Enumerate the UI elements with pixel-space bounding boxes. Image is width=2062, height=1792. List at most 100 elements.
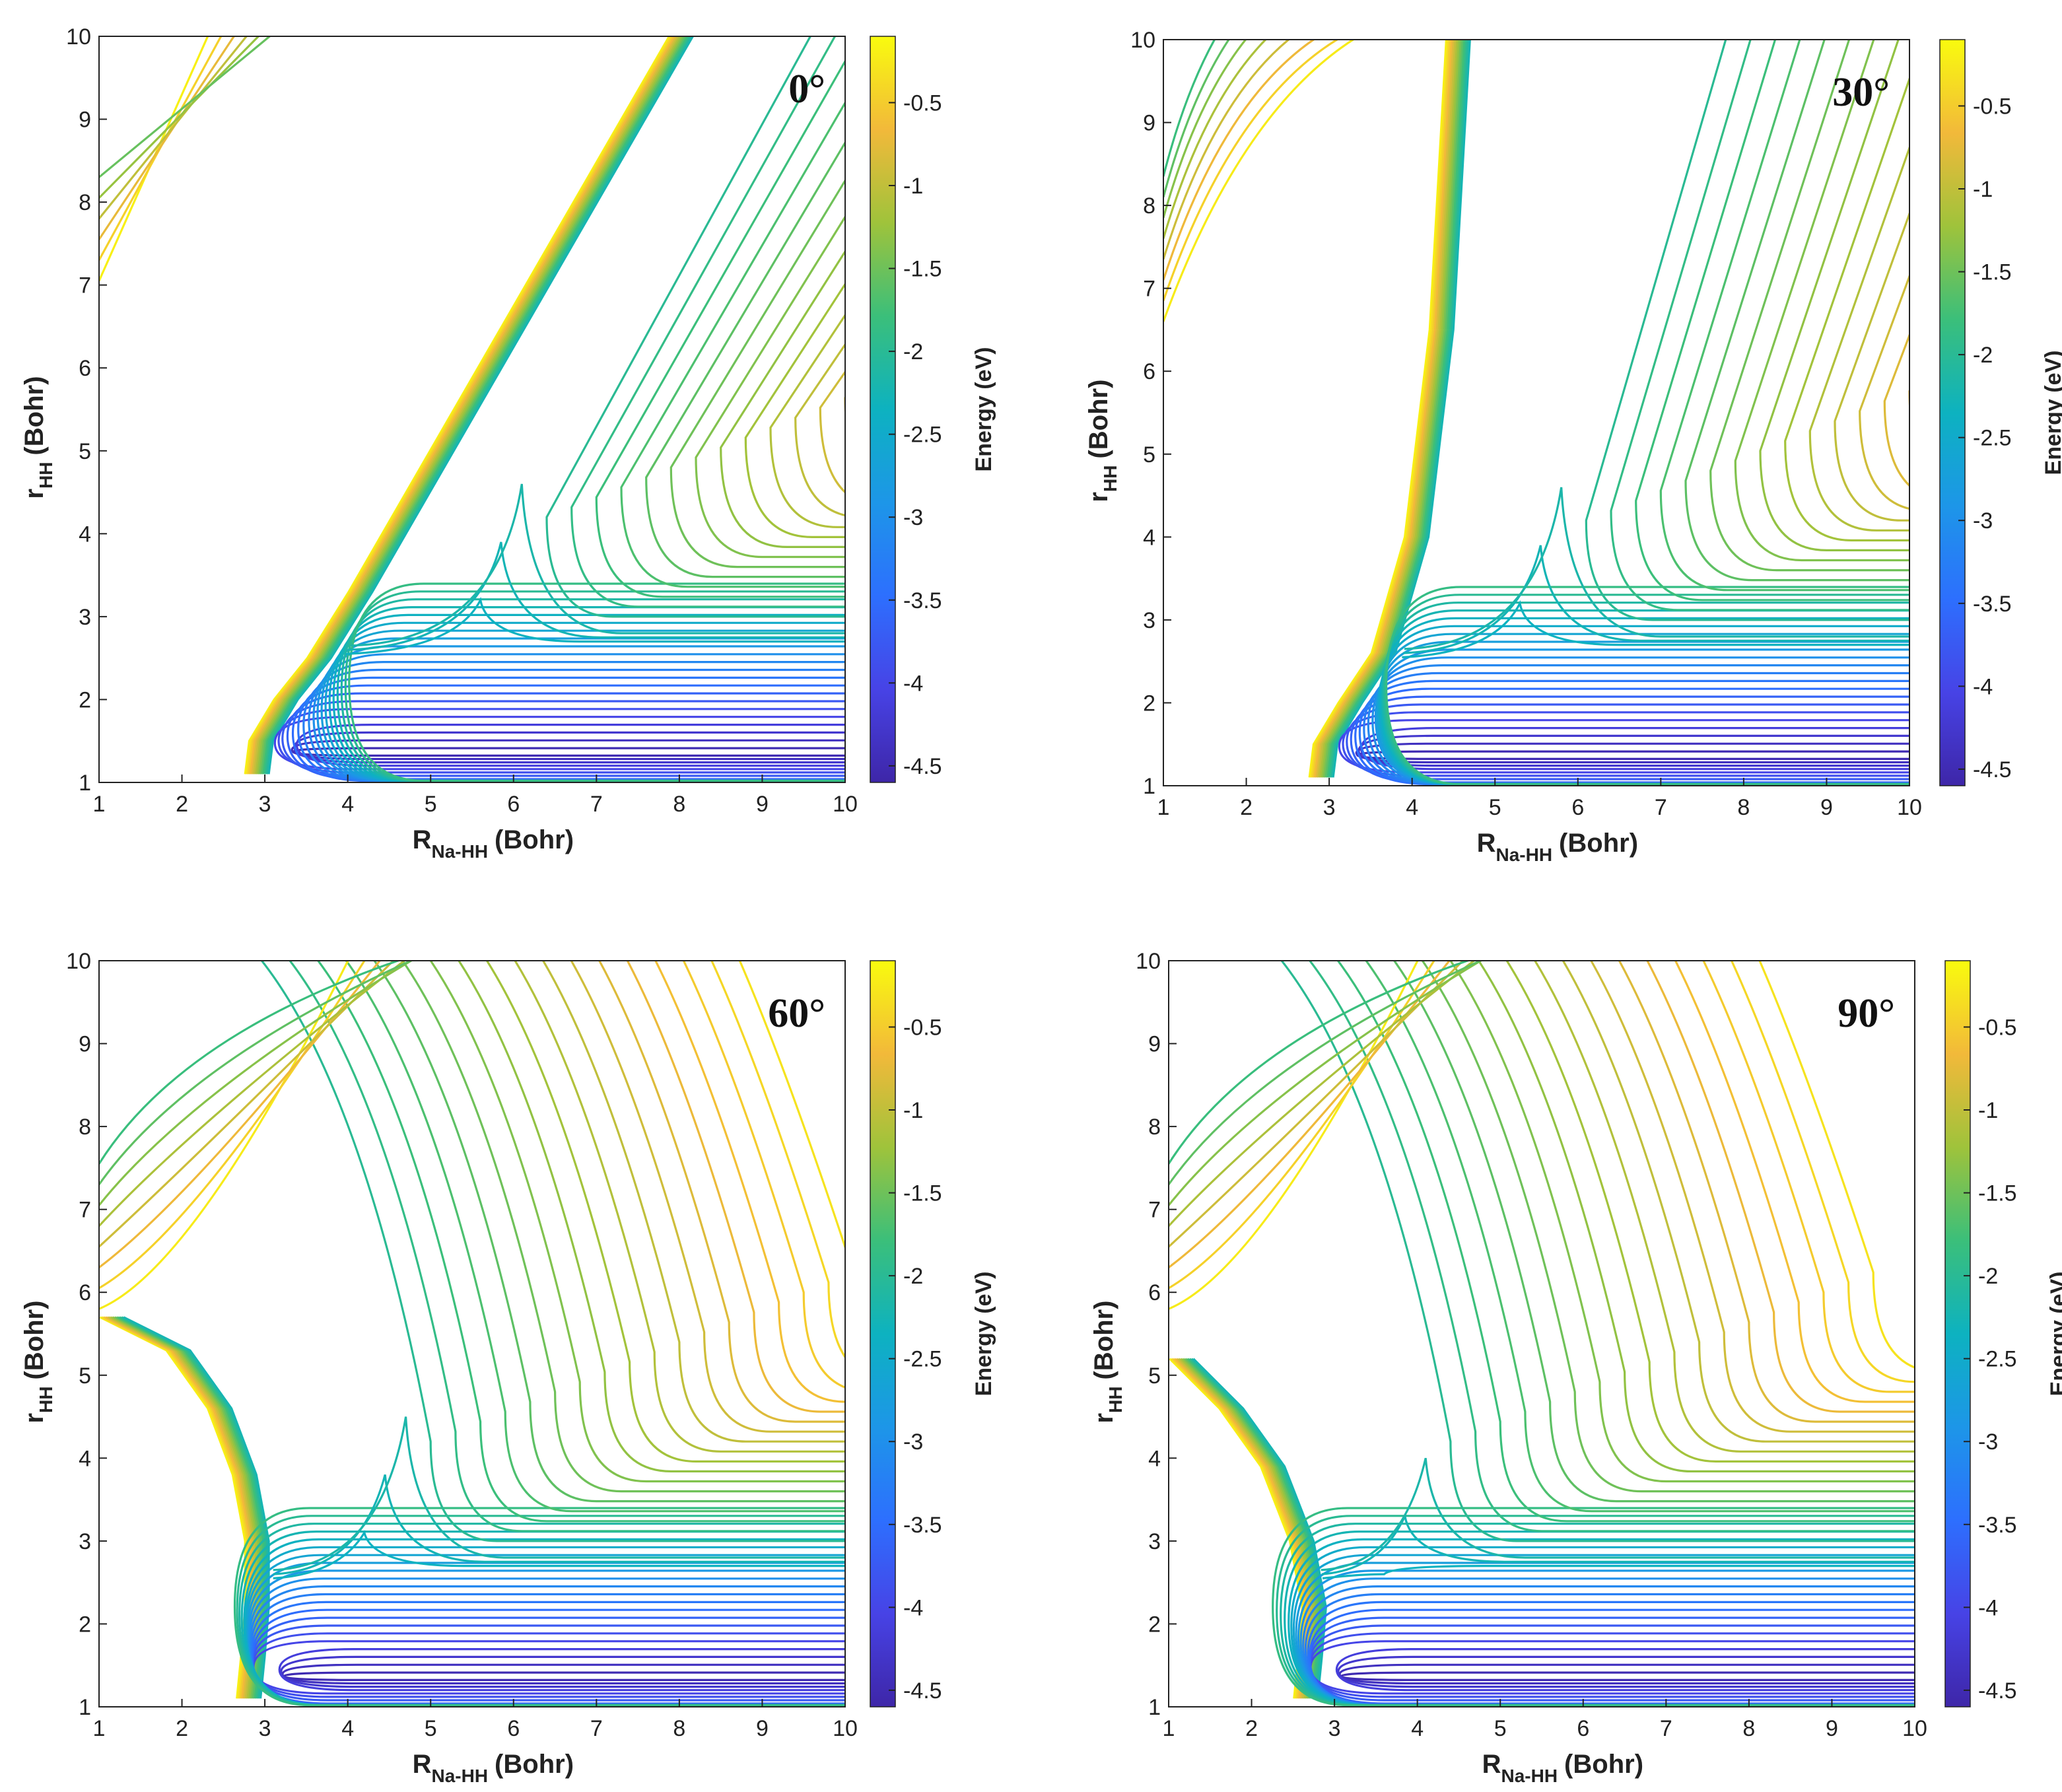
colorbar-tick-label: -0.5 (903, 90, 942, 116)
y-axis-title: rHH (Bohr) (20, 1301, 56, 1424)
x-axis-title-unit: (Bohr) (495, 825, 574, 854)
contour-line (620, 100, 845, 588)
x-axis-title-sub: Na-HH (431, 1766, 488, 1786)
y-axis-title-sub: HH (1100, 465, 1120, 492)
contour-line (862, 3, 1177, 477)
contour-line (1321, 40, 1461, 778)
x-tick-label: 5 (425, 792, 437, 817)
contour-line (1684, 40, 1909, 582)
colorbar-tick-label: -1.5 (1978, 1181, 2017, 1206)
contour-line (257, 36, 683, 775)
contour-line (1730, 961, 1915, 1383)
contour-line (769, 313, 845, 528)
contour-line (1758, 961, 1915, 1369)
contour-line (1385, 586, 1909, 786)
contour-line (348, 541, 845, 651)
x-tick-label: 2 (176, 792, 188, 817)
x-tick-label: 6 (507, 792, 520, 817)
colorbar-tick-label: -1 (1973, 177, 1993, 202)
colorbar-tick-label: -3.5 (1978, 1513, 2017, 1538)
contour-line (121, 1316, 268, 1699)
x-tick-label: 9 (756, 792, 769, 817)
x-tick-label: 9 (1820, 795, 1833, 820)
colorbar-tick-label: -3.5 (903, 1513, 942, 1538)
y-tick-label: 4 (1148, 1446, 1161, 1471)
y-tick-label: 3 (79, 1529, 91, 1554)
contour-line (258, 36, 685, 775)
contour-line (332, 613, 845, 782)
contour-line (246, 36, 673, 775)
y-tick-label: 8 (1148, 1115, 1161, 1140)
y-tick-label: 4 (79, 522, 91, 547)
x-axis-title-main: R (413, 1750, 432, 1779)
contour-line (670, 178, 845, 569)
colorbar-tick-label: -2.5 (1978, 1347, 2017, 1372)
contour-line (1449, 961, 1915, 1483)
y-tick-label: 9 (79, 108, 91, 133)
contour-line (738, 961, 845, 1251)
x-tick-label: 7 (590, 792, 603, 817)
colorbar-tick-label: -4.5 (903, 754, 942, 779)
plot-frame (98, 36, 846, 783)
colorbar-tick-label: -0.5 (903, 1015, 942, 1040)
contour-line (1363, 672, 1909, 786)
x-tick-label: 10 (833, 1716, 858, 1741)
y-tick-label: 10 (66, 949, 91, 974)
x-tick-label: 6 (1571, 795, 1584, 820)
y-tick-label: 10 (1130, 28, 1155, 53)
contour-line (1533, 961, 1915, 1453)
contour-line (401, 961, 845, 1493)
y-tick-label: 9 (1148, 1032, 1161, 1057)
y-axis-title: rHH (Bohr) (1089, 1301, 1126, 1424)
contour-line (429, 961, 845, 1483)
plot-area (99, 961, 845, 1707)
contour-line (1505, 961, 1915, 1463)
contour-line (1163, 40, 1216, 177)
contour-line (626, 961, 845, 1413)
contour-line (278, 1648, 845, 1692)
y-axis-title-main: r (1089, 1413, 1118, 1424)
contour-line (1192, 1358, 1327, 1699)
contour-line (1308, 40, 1447, 778)
contour-line (1337, 1655, 1915, 1688)
contour-line (1908, 388, 1909, 415)
x-tick-label: 3 (1323, 795, 1336, 820)
contour-line (1317, 40, 1457, 778)
y-axis-title: rHH (Bohr) (20, 376, 56, 499)
contour-line (1280, 961, 1915, 1542)
contour-line (710, 961, 845, 1359)
x-tick-label: 9 (756, 1716, 769, 1741)
contour-line (316, 645, 845, 782)
y-tick-label: 3 (79, 605, 91, 630)
colorbar-tick-label: -3 (1973, 508, 1993, 534)
contour-line (1834, 210, 1909, 522)
contour-line (1358, 679, 1909, 786)
colorbar-tick-label: -1.5 (903, 1181, 942, 1206)
contour-lines (99, 3, 1202, 782)
colorbar-tick-label: -0.5 (1973, 94, 2012, 119)
contour-line (1190, 1358, 1326, 1699)
y-axis-title-unit: (Bohr) (20, 1301, 49, 1380)
contour-line (862, 3, 1202, 467)
contour-line (1702, 961, 1915, 1393)
y-tick-label: 5 (79, 439, 91, 464)
x-tick-label: 1 (93, 1716, 106, 1741)
contour-line (1163, 40, 1247, 219)
contour-line (1392, 961, 1915, 1503)
panel-60deg: 1 2 3 4 5 6 7 8 9 10 1 2 3 4 5 6 7 8 9 10 RNa-HH (Bohr) rHH (Bo… (20, 949, 996, 1786)
contour-line (1312, 40, 1451, 778)
colorbar (1944, 960, 1971, 1707)
contour-line (1288, 1538, 1915, 1707)
x-axis-title-main: R (1482, 1750, 1501, 1779)
colorbar-tick-label: -3 (903, 505, 923, 530)
colorbar-tick-label: -4.5 (903, 1678, 942, 1704)
y-axis-title-sub: HH (1105, 1387, 1126, 1413)
x-tick-label: 5 (1494, 1716, 1507, 1741)
colorbar-title: Energy (eV) (2046, 1272, 2062, 1396)
x-tick-label: 5 (425, 1716, 437, 1741)
contour-line (570, 961, 845, 1433)
contour-line (1163, 40, 1268, 239)
colorbar-tick-label: -4 (903, 1595, 923, 1620)
colorbar-tick-label: -2 (903, 1264, 923, 1289)
contour-line (99, 36, 271, 178)
